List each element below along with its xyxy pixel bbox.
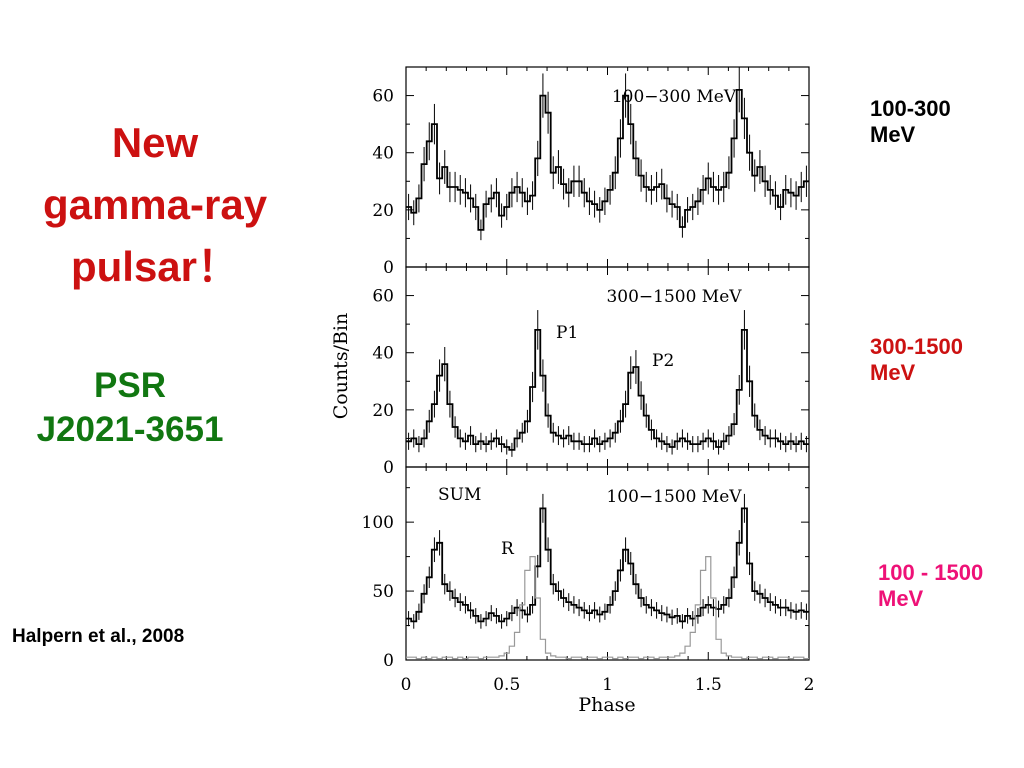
pulsar-name-line: J2021-3651 [36, 410, 224, 449]
title-line: New [111, 119, 199, 166]
panel-energy-label: 100−300 MeV [612, 87, 737, 107]
side-label-line: 300-1500 [870, 334, 963, 359]
x-tick-label: 0 [401, 675, 412, 695]
peak-annotation-p1: P1 [556, 323, 578, 343]
panel-3: 0 50 100 100−1500 MeV SUM R [362, 466, 810, 671]
y-tick-label: 40 [372, 144, 394, 164]
y-tick-label: 50 [372, 582, 394, 602]
side-label-line: 100-300 [870, 96, 951, 121]
x-tick-label: 0.5 [493, 675, 520, 695]
citation: Halpern et al., 2008 [12, 626, 185, 647]
panel-energy-label: 100−1500 MeV [606, 487, 742, 507]
panel-sum-label: SUM [438, 485, 481, 505]
gamma-histogram-line [406, 329, 809, 451]
y-tick-label: 100 [362, 513, 394, 533]
y-axis-label: Counts/Bin [330, 313, 352, 420]
panel-energy-label: 300−1500 MeV [606, 287, 742, 307]
panel-frame [405, 66, 810, 268]
radio-profile-line [406, 556, 809, 660]
x-tick-label: 1.5 [695, 675, 722, 695]
gamma-histogram-line [406, 507, 809, 623]
side-label-line: MeV [870, 122, 916, 147]
peak-annotation-r: R [501, 539, 515, 559]
pulsar-name: PSR J2021-3651 [0, 364, 260, 452]
side-label-100-1500: 100 - 1500 MeV [878, 560, 983, 612]
panel-2: 0 20 40 60 300−1500 MeV P1 P2 [372, 266, 810, 478]
y-tick-label: 0 [383, 458, 394, 478]
side-label-line: 100 - 1500 [878, 560, 984, 585]
y-tick-label: 60 [372, 87, 394, 107]
gamma-histogram-line [406, 89, 809, 231]
y-tick-label: 0 [383, 258, 394, 278]
slide-title: New gamma-ray pulsar！ [0, 112, 310, 298]
x-tick-label: 1 [602, 675, 613, 695]
y-tick-label: 20 [372, 201, 394, 221]
panel-1: 0 20 40 60 100−300 MeV [372, 66, 810, 278]
y-tick-label: 60 [372, 287, 394, 307]
y-tick-label: 40 [372, 344, 394, 364]
side-label-line: MeV [878, 586, 924, 611]
side-label-100-300: 100-300 MeV [870, 96, 951, 148]
x-axis-label: Phase [578, 694, 635, 716]
title-line: gamma-ray [42, 181, 268, 228]
pulsar-name-line: PSR [94, 366, 166, 405]
side-label-300-1500: 300-1500 MeV [870, 334, 963, 386]
y-tick-label: 0 [383, 651, 394, 671]
side-label-line: MeV [870, 360, 916, 385]
title-line: pulsar！ [70, 243, 240, 290]
y-tick-label: 20 [372, 401, 394, 421]
x-tick-label: 2 [804, 675, 815, 695]
peak-annotation-p2: P2 [652, 351, 674, 371]
